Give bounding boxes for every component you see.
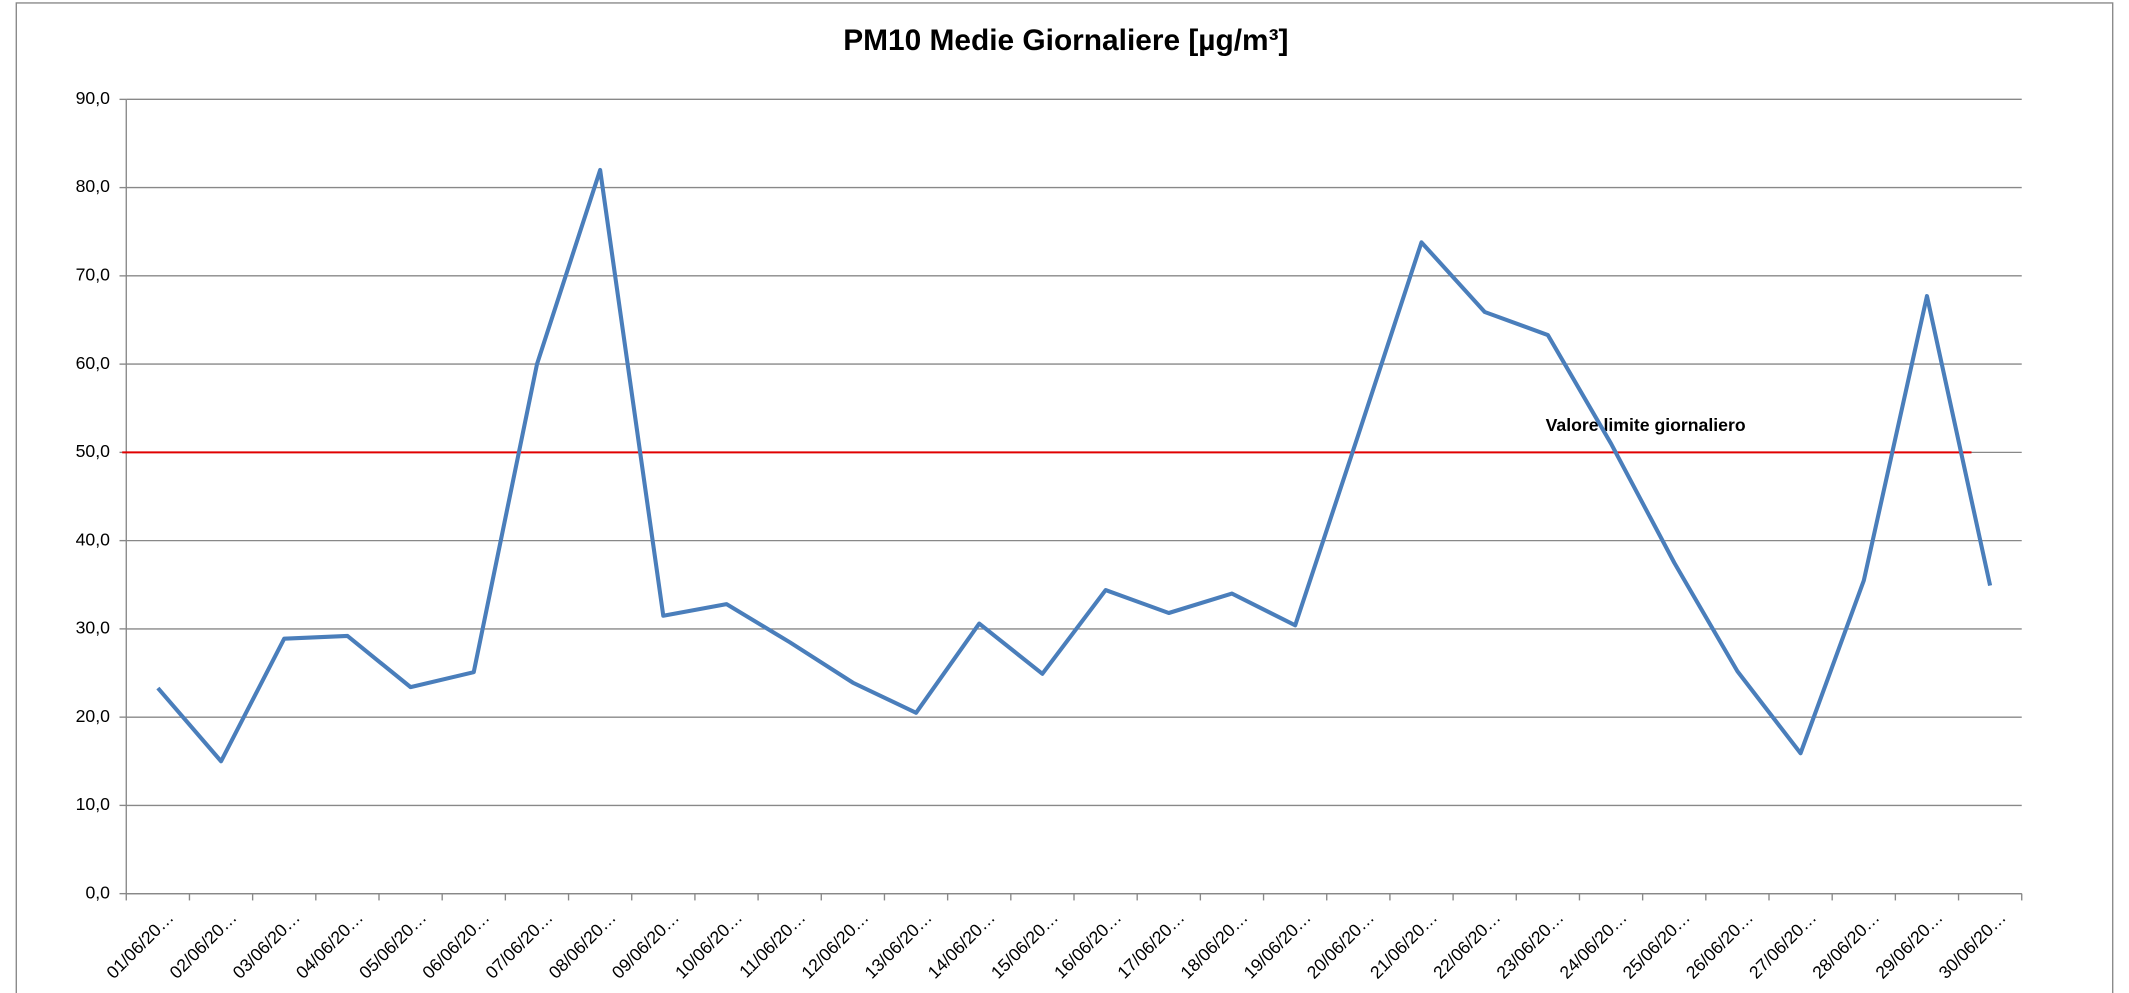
y-tick-label: 0,0 (85, 882, 110, 902)
y-tick-label: 90,0 (76, 88, 111, 108)
data-line (156, 167, 1993, 764)
chart-frame (15, 2, 2114, 993)
y-tick-label: 70,0 (76, 265, 111, 285)
y-tick-label: 80,0 (76, 176, 111, 196)
limit-label: Valore limite giornaliero (1546, 415, 1746, 435)
y-tick-label: 40,0 (76, 529, 111, 549)
y-tick-label: 30,0 (76, 618, 111, 638)
y-tick-label: 20,0 (76, 706, 111, 726)
chart-title: PM10 Medie Giornaliere [µg/m³] (843, 24, 1288, 57)
y-tick-label: 60,0 (76, 353, 111, 373)
y-tick-label: 10,0 (76, 794, 111, 814)
y-tick-label: 50,0 (76, 441, 111, 461)
